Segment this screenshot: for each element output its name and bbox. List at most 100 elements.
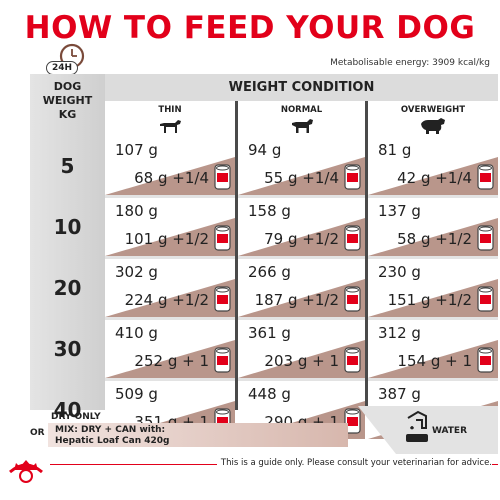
row-header: DOG WEIGHT KG — [30, 80, 105, 122]
mix-band — [238, 340, 365, 378]
column-label: THIN — [158, 105, 182, 115]
dog-weight: 30 — [53, 337, 82, 361]
column-label: NORMAL — [280, 105, 323, 115]
wet-food-can-icon — [477, 164, 494, 190]
mix-band — [368, 340, 498, 378]
feeding-cell: 180 g 101 g +1/2 — [105, 198, 235, 256]
column-divider — [365, 101, 368, 410]
wet-food-can-icon — [344, 347, 361, 373]
column-label: OVERWEIGHT — [400, 105, 466, 115]
feeding-cell: 410 g 252 g + 1 — [105, 320, 235, 378]
dog-weight: 5 — [60, 154, 75, 178]
mix-band — [105, 279, 235, 317]
footer-disclaimer: This is a guide only. Please consult you… — [216, 458, 492, 468]
dry-amount: 158 g — [248, 202, 291, 220]
dry-amount: 387 g — [378, 385, 421, 403]
feeding-cell: 361 g 203 g + 1 — [238, 320, 365, 378]
mix-amount: 154 g + 1 — [397, 352, 472, 370]
feeding-cell: 302 g 224 g +1/2 — [105, 259, 235, 317]
dog-weight: 20 — [53, 276, 82, 300]
column-header-normal: NORMAL — [238, 101, 365, 137]
water-bowl-icon — [406, 410, 428, 442]
dry-amount: 230 g — [378, 263, 421, 281]
dry-amount: 107 g — [115, 141, 158, 159]
dry-amount: 180 g — [115, 202, 158, 220]
thin-dog-icon — [160, 120, 181, 133]
feeding-cell: 158 g 79 g +1/2 — [238, 198, 365, 256]
dry-amount: 448 g — [248, 385, 291, 403]
overweight-dog-icon — [421, 118, 445, 134]
feeding-cell: 312 g 154 g + 1 — [368, 320, 498, 378]
mix-band — [105, 218, 235, 256]
mix-amount: 79 g +1/2 — [264, 230, 339, 248]
feeding-cell: 107 g 68 g +1/4 — [105, 137, 235, 195]
mix-amount: 203 g + 1 — [264, 352, 339, 370]
mix-amount: 42 g +1/4 — [397, 169, 472, 187]
legend-mix-line: MIX: DRY + CAN with: — [55, 425, 166, 435]
mix-amount: 151 g +1/2 — [387, 291, 472, 309]
mix-band — [105, 340, 235, 378]
mix-amount: 58 g +1/2 — [397, 230, 472, 248]
dry-amount: 509 g — [115, 385, 158, 403]
dry-amount: 266 g — [248, 263, 291, 281]
legend-water: WATER — [432, 426, 468, 436]
dry-amount: 81 g — [378, 141, 412, 159]
row-header-line: DOG — [53, 80, 82, 93]
wet-food-can-icon — [214, 347, 231, 373]
feeding-cell: 81 g 42 g +1/4 — [368, 137, 498, 195]
mix-band — [238, 279, 365, 317]
mix-amount: 55 g +1/4 — [264, 169, 339, 187]
dry-amount: 137 g — [378, 202, 421, 220]
wet-food-can-icon — [477, 347, 494, 373]
wet-food-can-icon — [344, 286, 361, 312]
24h-badge: 24H — [46, 61, 78, 75]
feeding-table: DOG WEIGHT KG WEIGHT CONDITION THIN NORM… — [30, 74, 498, 439]
mix-band — [368, 157, 498, 195]
column-divider — [235, 101, 238, 410]
row-header-line: KG — [58, 108, 77, 121]
metabolisable-energy: Metabolisable energy: 3909 kcal/kg — [330, 58, 490, 68]
page-title: HOW TO FEED YOUR DOG — [24, 10, 476, 46]
wet-food-can-icon — [344, 225, 361, 251]
mix-amount: 252 g + 1 — [134, 352, 209, 370]
dry-amount: 312 g — [378, 324, 421, 342]
mix-band — [368, 279, 498, 317]
water-legend — [358, 406, 498, 454]
wet-food-can-icon — [214, 286, 231, 312]
legend-mix-swatch — [48, 423, 348, 447]
feeding-cell: 230 g 151 g +1/2 — [368, 259, 498, 317]
legend-mix-line: Hepatic Loaf Can 420g — [55, 436, 170, 446]
dry-amount: 410 g — [115, 324, 158, 342]
weight-column — [30, 74, 105, 410]
dry-amount: 302 g — [115, 263, 158, 281]
royal-canin-logo — [9, 460, 43, 483]
wet-food-can-icon — [477, 225, 494, 251]
feeding-cell: 94 g 55 g +1/4 — [238, 137, 365, 195]
normal-dog-icon — [291, 119, 313, 133]
wet-food-can-icon — [477, 286, 494, 312]
wet-food-can-icon — [344, 408, 361, 434]
mix-band — [238, 157, 365, 195]
feeding-cell: 137 g 58 g +1/2 — [368, 198, 498, 256]
column-header-thin: THIN — [105, 101, 235, 137]
dry-amount: 361 g — [248, 324, 291, 342]
legend-mix: MIX: DRY + CAN with: Hepatic Loaf Can 42… — [55, 425, 170, 447]
wet-food-can-icon — [214, 164, 231, 190]
column-header-overweight: OVERWEIGHT — [368, 101, 498, 137]
mix-band — [368, 218, 498, 256]
legend-dry-only: DRY ONLY — [51, 412, 101, 422]
mix-amount: 101 g +1/2 — [124, 230, 209, 248]
wet-food-can-icon — [344, 164, 361, 190]
wet-food-can-icon — [214, 225, 231, 251]
dog-weight: 10 — [53, 215, 82, 239]
row-header-line: WEIGHT — [42, 94, 93, 107]
mix-band — [238, 218, 365, 256]
mix-amount: 187 g +1/2 — [254, 291, 339, 309]
mix-amount: 224 g +1/2 — [124, 291, 209, 309]
feeding-cell: 266 g 187 g +1/2 — [238, 259, 365, 317]
legend-or: OR — [30, 428, 45, 438]
dry-amount: 94 g — [248, 141, 282, 159]
mix-band — [105, 157, 235, 195]
dog-weight: 40 — [53, 398, 82, 422]
weight-condition-header: WEIGHT CONDITION — [105, 74, 498, 101]
